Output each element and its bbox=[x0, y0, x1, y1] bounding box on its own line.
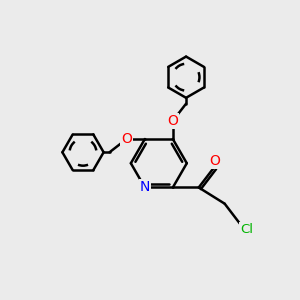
Text: O: O bbox=[167, 114, 178, 128]
Text: O: O bbox=[209, 154, 220, 168]
Text: N: N bbox=[140, 181, 150, 194]
Text: Cl: Cl bbox=[240, 223, 253, 236]
Text: O: O bbox=[121, 132, 132, 146]
